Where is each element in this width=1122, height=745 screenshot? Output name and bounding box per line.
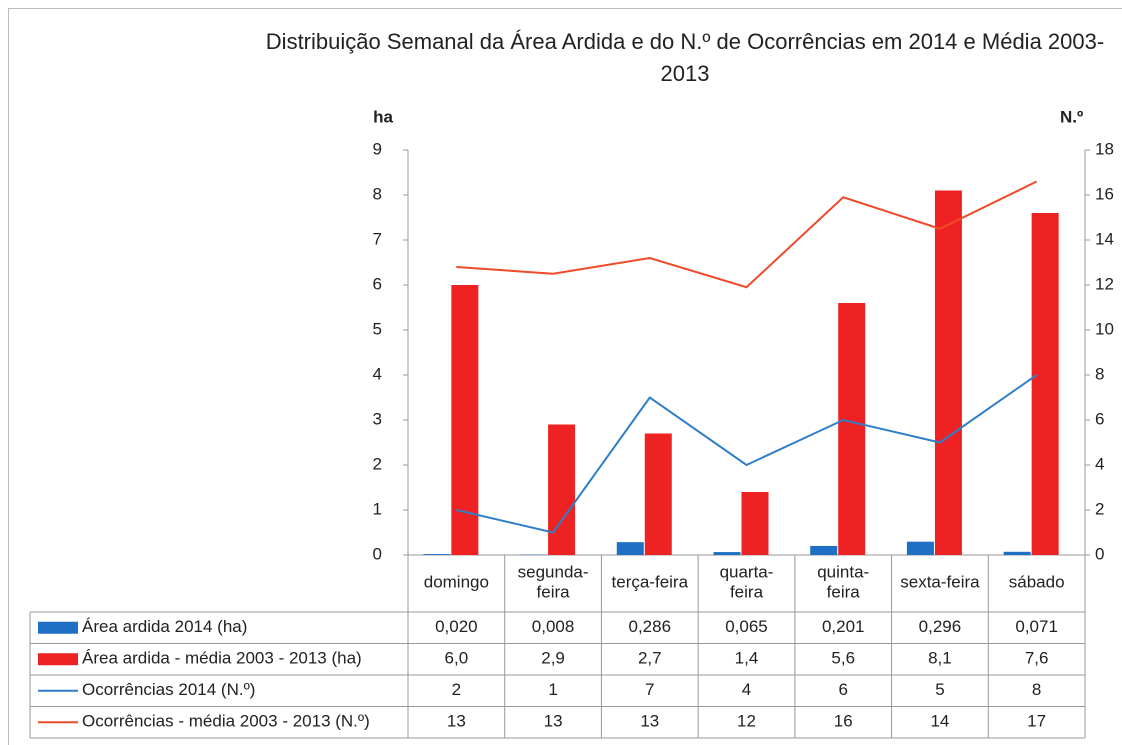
y-tick-label: 1 bbox=[373, 499, 382, 518]
legend-label: Área ardida 2014 (ha) bbox=[82, 617, 247, 636]
y-tick-label: 7 bbox=[373, 229, 382, 248]
y2-tick-label: 2 bbox=[1095, 499, 1104, 518]
y2-tick-label: 18 bbox=[1095, 139, 1114, 158]
x-tick-label: sexta-feira bbox=[900, 573, 980, 592]
x-tick-label-line: feira bbox=[827, 583, 861, 602]
table-value: 2,7 bbox=[638, 649, 662, 668]
bar bbox=[1003, 551, 1031, 555]
bar bbox=[548, 424, 576, 555]
legend-label: Ocorrências - média 2003 - 2013 (N.º) bbox=[82, 712, 370, 731]
x-tick-label-line: quarta- bbox=[720, 563, 774, 582]
table-value: 12 bbox=[737, 712, 756, 731]
x-tick-label: quarta-feira bbox=[720, 563, 774, 602]
y-tick-label: 8 bbox=[373, 184, 382, 203]
bar bbox=[741, 492, 769, 555]
y-tick-label: 9 bbox=[373, 139, 382, 158]
x-tick-label-line: quinta- bbox=[817, 563, 869, 582]
table-value: 0,008 bbox=[532, 617, 575, 636]
bar bbox=[644, 433, 672, 555]
table-value: 16 bbox=[834, 712, 853, 731]
table-value: 7,6 bbox=[1025, 649, 1049, 668]
frame bbox=[8, 8, 1122, 745]
x-tick-label: segunda-feira bbox=[518, 563, 589, 602]
y2-tick-label: 12 bbox=[1095, 274, 1114, 293]
y-tick-label: 0 bbox=[373, 544, 382, 563]
y2-tick-label: 14 bbox=[1095, 229, 1114, 248]
table-value: 4 bbox=[742, 680, 751, 699]
y-tick-label: 3 bbox=[373, 409, 382, 428]
table-value: 1,4 bbox=[735, 649, 759, 668]
x-tick-label-line: terça-feira bbox=[612, 573, 689, 592]
y2-tick-label: 8 bbox=[1095, 364, 1104, 383]
table-value: 2 bbox=[452, 680, 461, 699]
y-tick-label: 6 bbox=[373, 274, 382, 293]
y-tick-label: 4 bbox=[373, 364, 382, 383]
bar bbox=[451, 285, 479, 555]
chart-title: Distribuição Semanal da Área Ardida e do… bbox=[265, 29, 1105, 86]
legend-label: Ocorrências 2014 (N.º) bbox=[82, 680, 255, 699]
bar bbox=[423, 554, 451, 555]
y2-tick-label: 4 bbox=[1095, 454, 1104, 473]
y2-tick-label: 10 bbox=[1095, 319, 1114, 338]
table-value: 17 bbox=[1027, 712, 1046, 731]
table-value: 8 bbox=[1032, 680, 1041, 699]
x-tick-label-line: domingo bbox=[424, 573, 489, 592]
y-tick-label: 2 bbox=[373, 454, 382, 473]
bar bbox=[934, 190, 962, 555]
bar bbox=[616, 542, 644, 555]
table-value: 0,071 bbox=[1015, 617, 1058, 636]
x-tick-label: quinta-feira bbox=[817, 563, 869, 602]
x-tick-label: sábado bbox=[1009, 573, 1065, 592]
table-value: 6 bbox=[838, 680, 847, 699]
table-value: 13 bbox=[640, 712, 659, 731]
table-value: 6,0 bbox=[445, 649, 469, 668]
bar bbox=[1031, 213, 1059, 555]
x-tick-label-line: feira bbox=[537, 583, 571, 602]
x-tick-label-line: sábado bbox=[1009, 573, 1065, 592]
table-value: 5,6 bbox=[831, 649, 855, 668]
bar bbox=[713, 552, 741, 555]
y2-tick-label: 0 bbox=[1095, 544, 1104, 563]
table-value: 5 bbox=[935, 680, 944, 699]
table-value: 0,286 bbox=[629, 617, 672, 636]
x-tick-label-line: feira bbox=[730, 583, 764, 602]
legend-key bbox=[38, 653, 78, 666]
y2-tick-label: 16 bbox=[1095, 184, 1114, 203]
table-value: 0,201 bbox=[822, 617, 865, 636]
x-tick-label: domingo bbox=[424, 573, 489, 592]
table-value: 0,020 bbox=[435, 617, 478, 636]
bar bbox=[906, 541, 934, 555]
table-value: 2,9 bbox=[541, 649, 565, 668]
table-value: 8,1 bbox=[928, 649, 952, 668]
table-value: 13 bbox=[544, 712, 563, 731]
bar bbox=[838, 303, 866, 555]
x-tick-label: terça-feira bbox=[612, 573, 689, 592]
table-value: 13 bbox=[447, 712, 466, 731]
table-value: 0,065 bbox=[725, 617, 768, 636]
bar bbox=[810, 545, 838, 555]
y2-axis-label: N.º bbox=[1060, 107, 1083, 126]
y-axis-label: ha bbox=[373, 107, 393, 126]
y-tick-label: 5 bbox=[373, 319, 382, 338]
table-value: 14 bbox=[930, 712, 949, 731]
table-value: 0,296 bbox=[919, 617, 962, 636]
y2-tick-label: 6 bbox=[1095, 409, 1104, 428]
line bbox=[456, 180, 1038, 289]
line bbox=[456, 374, 1038, 534]
table-value: 1 bbox=[548, 680, 557, 699]
x-tick-label-line: segunda- bbox=[518, 563, 589, 582]
x-tick-label-line: sexta-feira bbox=[900, 573, 980, 592]
legend-label: Área ardida - média 2003 - 2013 (ha) bbox=[82, 649, 362, 668]
table-value: 7 bbox=[645, 680, 654, 699]
legend-key bbox=[38, 621, 78, 634]
